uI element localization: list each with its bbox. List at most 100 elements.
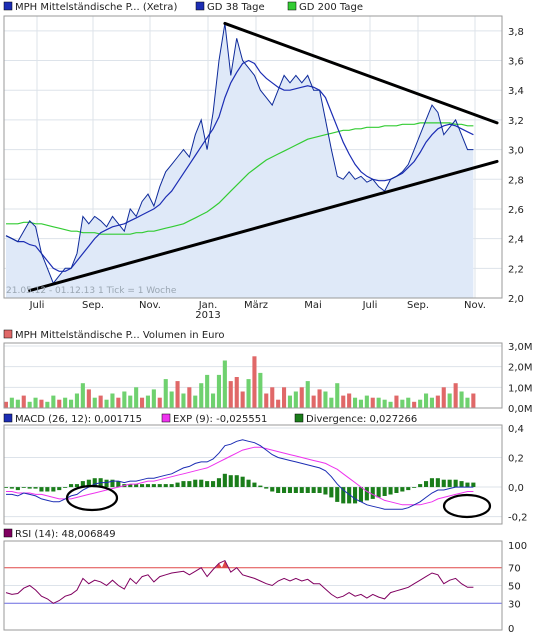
volume-bar: [181, 393, 186, 408]
divergence-bar: [86, 479, 91, 488]
macd-y-tick: 0,4: [508, 424, 524, 435]
price-x-tick: März: [244, 300, 268, 311]
volume-bar: [353, 397, 358, 408]
volume-bar: [128, 395, 133, 408]
volume-bar: [246, 379, 251, 408]
divergence-bar: [175, 482, 180, 487]
volume-bar: [92, 397, 97, 408]
divergence-bar: [157, 484, 162, 488]
divergence-bar: [228, 475, 233, 487]
divergence-bar: [418, 484, 423, 488]
volume-bar: [406, 397, 411, 408]
trendline: [28, 159, 499, 293]
divergence-bar: [21, 487, 26, 488]
price-legend: MPH Mittelständische P... (Xetra) GD 38 …: [3, 1, 363, 13]
volume-bar: [74, 393, 79, 408]
volume-bars: [3, 356, 476, 408]
volume-bar: [459, 391, 464, 408]
rsi-legend-swatch: [3, 528, 13, 538]
divergence-bar: [51, 487, 56, 492]
rsi-y-tick: 0: [508, 624, 514, 635]
volume-bar: [282, 387, 287, 408]
divergence-bar: [128, 484, 133, 488]
volume-bar: [264, 393, 269, 408]
volume-bar: [104, 399, 109, 408]
divergence-bar: [57, 487, 62, 491]
crossover-ellipse-1: [65, 484, 119, 512]
divergence-bar: [370, 487, 375, 499]
price-panel: 21.05.12 - 01.12.13 1 Tick = 1 Woche Jul…: [3, 15, 524, 321]
divergence-bar: [323, 487, 328, 495]
divergence-bar: [305, 487, 310, 493]
divergence-bar: [169, 484, 174, 488]
divergence-bar: [347, 487, 352, 504]
volume-bar: [187, 387, 192, 408]
divergence-bar: [441, 479, 446, 488]
volume-bar: [400, 399, 405, 408]
price-x-tick: Nov.: [139, 300, 161, 311]
volume-bar: [287, 395, 292, 408]
volume-bar: [453, 383, 458, 408]
rsi-y-tick: 70: [508, 564, 521, 575]
volume-bar: [3, 401, 8, 408]
volume-bar: [9, 397, 14, 408]
divergence-bar: [299, 487, 304, 493]
volume-bar: [347, 393, 352, 408]
volume-bar: [388, 401, 393, 408]
volume-bar: [51, 395, 56, 408]
volume-bar: [329, 397, 334, 408]
price-y-tick: 2,8: [508, 175, 524, 186]
volume-bar: [276, 399, 281, 408]
date-range-footnote: 21.05.12 - 01.12.13 1 Tick = 1 Woche: [6, 286, 177, 296]
divergence-bar: [193, 479, 198, 488]
divergence-bar: [400, 487, 405, 492]
divergence-bar: [341, 487, 346, 504]
price-y-tick: 3,2: [508, 116, 524, 127]
divergence-bar: [335, 487, 340, 502]
volume-legend-swatch: [3, 329, 13, 339]
volume-bar: [228, 381, 233, 408]
divergence-bar: [424, 481, 429, 487]
volume-bar: [21, 395, 26, 408]
divergence-bar: [116, 481, 121, 487]
volume-bar: [169, 391, 174, 408]
volume-bar: [145, 395, 150, 408]
rsi-frame: [3, 540, 503, 631]
divergence-bar: [63, 487, 68, 488]
gd200-legend-swatch: [287, 1, 297, 11]
volume-bar: [447, 393, 452, 408]
rsi-reference-lines: [4, 567, 502, 604]
divergence-bar: [211, 481, 216, 487]
divergence-bar: [382, 487, 387, 496]
volume-bar: [441, 387, 446, 408]
volume-y-tick: 1,0M: [508, 383, 533, 394]
volume-bar: [435, 395, 440, 408]
volume-bar: [98, 395, 103, 408]
volume-y-tick: 3,0M: [508, 342, 533, 353]
gd38-legend-label: GD 38 Tage: [207, 2, 265, 13]
divergence-bar: [270, 487, 275, 492]
volume-bar: [412, 401, 417, 408]
divergence-bar: [252, 482, 257, 487]
divergence-bar: [33, 487, 38, 489]
volume-bar: [471, 393, 476, 408]
divergence-bar: [311, 487, 316, 493]
divergence-bar: [69, 484, 74, 488]
volume-legend-label: MPH Mittelständische P... Volumen in Eur…: [15, 330, 225, 341]
macd-y-tick: -0,2: [508, 513, 528, 524]
volume-bar: [370, 397, 375, 408]
volume-bar: [151, 389, 156, 408]
volume-legend: MPH Mittelständische P... Volumen in Eur…: [3, 329, 225, 341]
volume-bar: [116, 397, 121, 408]
volume-bar: [27, 401, 32, 408]
crossover-ellipse-2: [442, 493, 492, 519]
rsi-y-tick: 50: [508, 582, 521, 593]
price-x-tick: Juli: [29, 300, 45, 311]
macd-y-ticks: -0,2 0,0 0,2 0,4: [508, 424, 528, 524]
price-y-tick: 2,4: [508, 235, 524, 246]
volume-bar: [157, 397, 162, 408]
divergence-bar: [234, 475, 239, 487]
volume-bar: [211, 393, 216, 408]
volume-bar: [305, 381, 310, 408]
